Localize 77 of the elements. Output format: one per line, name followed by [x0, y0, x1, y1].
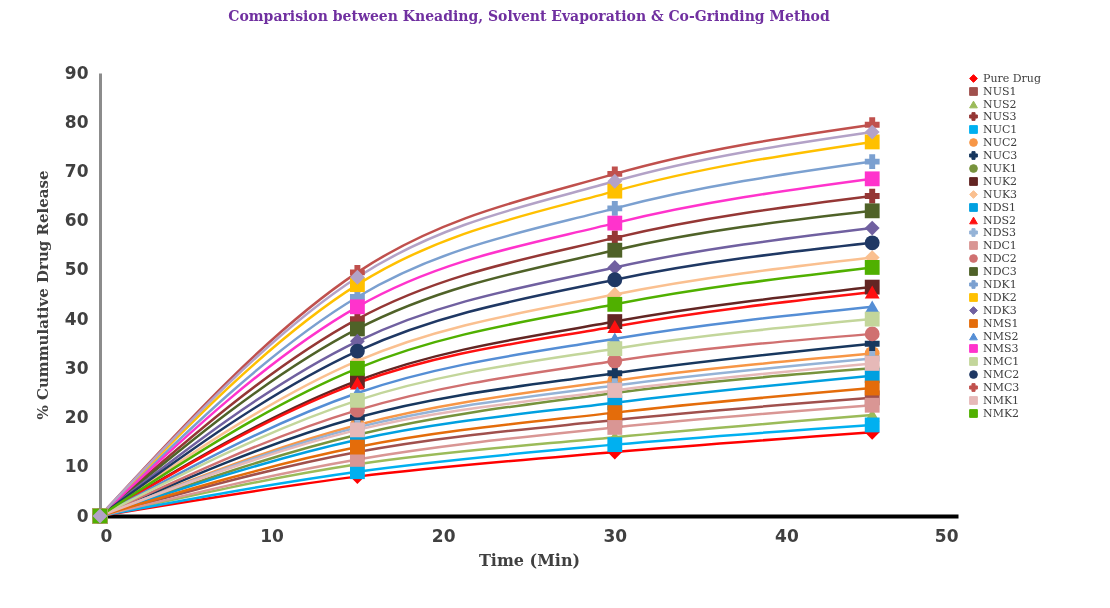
legend-label: NMC1 — [983, 354, 1020, 368]
point — [864, 188, 880, 204]
chart-title: Comparision between Kneading, Solvent Evaporation & Co-Grinding Method — [228, 8, 830, 24]
point — [607, 320, 623, 333]
legend-label: NUK1 — [983, 161, 1018, 175]
y-tick-label: 60 — [64, 210, 89, 231]
legend-label: NDS3 — [983, 225, 1016, 239]
point — [864, 235, 880, 251]
legend-label: NMS3 — [983, 341, 1019, 355]
legend-label: NUS2 — [983, 97, 1017, 111]
y-tick-label: 0 — [76, 505, 89, 526]
point — [349, 321, 365, 337]
point — [864, 326, 880, 342]
point — [607, 296, 623, 312]
x-tick-label: 20 — [431, 525, 456, 546]
point — [607, 242, 623, 258]
point — [607, 272, 623, 288]
point — [864, 380, 880, 396]
point — [864, 203, 880, 219]
y-tick-label: 10 — [64, 456, 89, 477]
x-axis-title: Time (Min) — [478, 550, 581, 570]
x-tick-label: 50 — [934, 525, 959, 546]
point — [607, 173, 623, 189]
point — [864, 285, 880, 299]
legend-label: NUC3 — [983, 148, 1018, 162]
point — [349, 343, 365, 359]
point — [349, 299, 365, 315]
point — [864, 260, 880, 275]
y-axis-title: % Cummulative Drug Release — [33, 170, 52, 420]
legend-label: NUK3 — [983, 187, 1018, 201]
legend-label: NDK2 — [983, 290, 1017, 304]
point — [864, 154, 880, 170]
legend-label: NDS1 — [983, 200, 1016, 214]
legend-label: Pure Drug — [983, 71, 1041, 85]
point — [607, 260, 623, 275]
y-tick-label: 50 — [64, 259, 89, 280]
y-tick-label: 70 — [64, 160, 89, 181]
x-tick-label: 10 — [260, 525, 285, 546]
legend-label: NMK1 — [983, 393, 1020, 407]
point — [864, 171, 880, 187]
legend-label: NDC2 — [983, 251, 1017, 265]
legend-label: NMC2 — [983, 367, 1020, 381]
x-tick-label: 40 — [775, 525, 799, 546]
legend-label: NMS1 — [983, 316, 1019, 330]
x-tick-label: 30 — [603, 525, 628, 546]
point — [864, 356, 880, 371]
legend-label: NDC3 — [983, 264, 1017, 278]
point — [349, 360, 365, 376]
y-tick-label: 80 — [64, 111, 89, 132]
legend-label: NUS3 — [983, 109, 1017, 123]
point — [607, 405, 623, 421]
point — [864, 220, 880, 236]
y-tick-label: 90 — [64, 62, 89, 83]
point — [607, 200, 623, 216]
legend-label: NMK2 — [983, 406, 1020, 420]
legend-label: NDC1 — [983, 238, 1017, 252]
y-tick-label: 30 — [64, 357, 89, 378]
legend-label: NMC3 — [983, 380, 1020, 394]
legend-label: NDS2 — [983, 213, 1016, 227]
legend-label: NMS2 — [983, 329, 1019, 343]
legend-label: NUC1 — [983, 122, 1018, 136]
point — [349, 392, 365, 408]
legend-label: NDK3 — [983, 303, 1017, 317]
x-tick-label: 0 — [100, 525, 113, 546]
point — [864, 311, 880, 327]
legend-label: NDK1 — [983, 277, 1017, 291]
legend-label: NUK2 — [983, 174, 1018, 188]
point — [607, 183, 623, 199]
point — [349, 439, 365, 455]
y-tick-label: 40 — [64, 308, 89, 329]
point — [607, 215, 623, 231]
legend-label: NUS1 — [983, 84, 1017, 98]
legend-label: NUC2 — [983, 135, 1018, 149]
point — [607, 341, 623, 357]
point — [349, 269, 365, 285]
y-tick-label: 20 — [64, 407, 89, 428]
point — [864, 124, 880, 140]
